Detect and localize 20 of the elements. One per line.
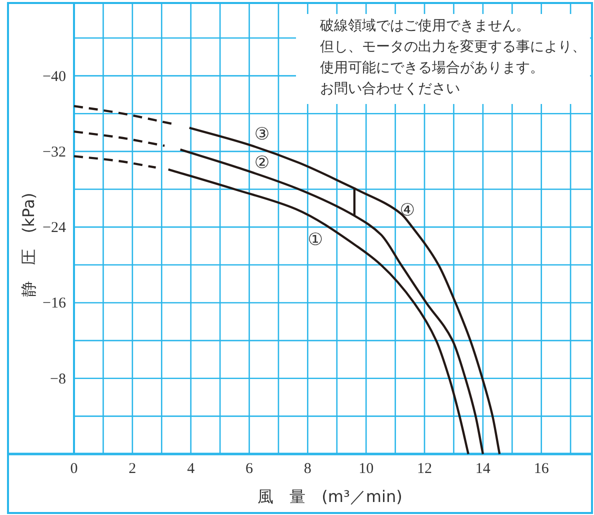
x-tick-label: 2 [128,461,136,477]
x-tick-label: 0 [70,461,78,477]
y-tick-label: −8 [50,371,66,388]
annotation: 使用可能にできる場合があります。 [320,60,544,76]
x-tick-label: 12 [417,461,432,477]
annotation: 破線領域ではご使用できません。 [319,18,530,34]
annotation: お問い合わせください [320,81,460,97]
x-tick-label: 10 [358,461,374,477]
ylabel: 静 圧 (kPa) [19,192,38,298]
x-tick-label: 6 [246,461,254,477]
y-tick-label: −40 [42,68,66,85]
x-tick-label: 8 [304,461,312,477]
annotation: 但し、モータの出力を変更する事により、 [320,39,586,55]
x-axis-title: 風 量 (m³／min) [258,487,402,506]
y-tick-label: −16 [42,296,66,312]
x-tick-label: 14 [475,461,491,477]
x-tick-label: 16 [534,461,550,477]
y-tick-label: −32 [42,144,66,160]
x-tick-label: 4 [187,461,196,477]
y-tick-label: −24 [42,220,66,236]
